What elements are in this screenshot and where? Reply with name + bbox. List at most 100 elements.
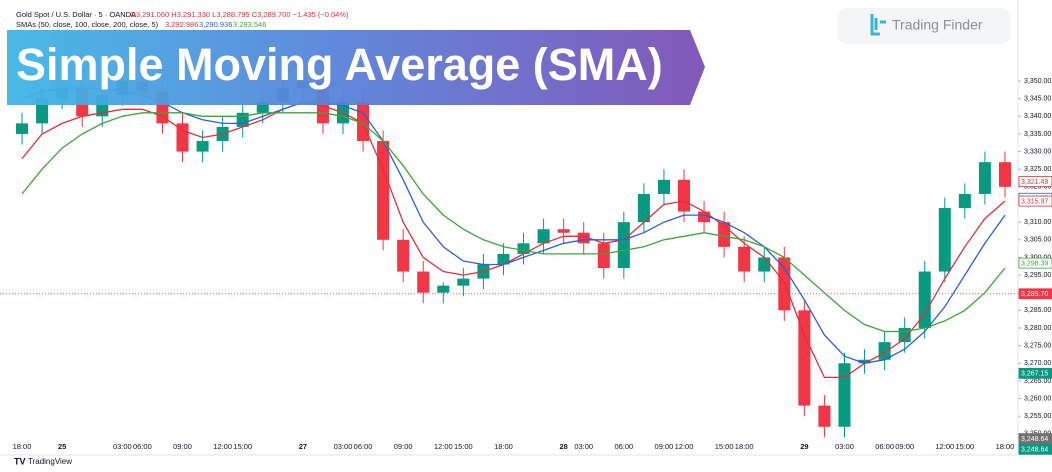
candle-body bbox=[818, 405, 831, 427]
y-tick-label: 3,285.00 bbox=[1024, 307, 1051, 314]
candle-body bbox=[377, 141, 390, 240]
price-tag bbox=[1018, 176, 1052, 188]
price-tag-label: 3,315.97 bbox=[1021, 198, 1048, 205]
symbol: Gold Spot / U.S. Dollar · 5 · OANDA bbox=[16, 10, 136, 19]
candle-body bbox=[838, 363, 851, 427]
y-tick-label: 3,350.00 bbox=[1024, 78, 1051, 85]
candle-body bbox=[497, 253, 510, 265]
x-tick-label: 03:00 bbox=[334, 442, 353, 451]
y-tick-label: 3,340.00 bbox=[1024, 113, 1051, 120]
x-tick-label: 09:00 bbox=[655, 442, 674, 451]
y-tick-label: 3,330.00 bbox=[1024, 148, 1051, 155]
candle-body bbox=[858, 359, 871, 364]
price-tag-label: 3,289.70 bbox=[1021, 291, 1048, 298]
x-tick-label: 18:00 bbox=[13, 442, 32, 451]
sma-line bbox=[21, 101, 1006, 379]
y-tick-label: 3,260.00 bbox=[1024, 395, 1051, 402]
candle-body bbox=[457, 278, 470, 286]
logo-box bbox=[838, 8, 1010, 44]
price-tag bbox=[1018, 257, 1052, 269]
y-tick-label: 3,265.00 bbox=[1024, 378, 1051, 385]
price-tag bbox=[1018, 288, 1052, 300]
y-tick-label: 3,305.00 bbox=[1024, 237, 1051, 244]
candle-body bbox=[738, 246, 751, 272]
x-tick-label: 12:00 bbox=[935, 442, 954, 451]
y-tick-label: 3,255.00 bbox=[1024, 413, 1051, 420]
candle-body bbox=[537, 229, 550, 244]
x-tick-label: 27 bbox=[299, 442, 307, 451]
candle-body bbox=[978, 162, 991, 194]
x-tick-label: 06:00 bbox=[354, 442, 373, 451]
x-tick-label: 06:00 bbox=[133, 442, 152, 451]
candle-body bbox=[878, 342, 891, 360]
ohlc: O3,291.060 H3,291.330 L3,288.795 C3,289.… bbox=[130, 10, 349, 19]
x-tick-label: 15:00 bbox=[454, 442, 473, 451]
y-tick-label: 3,310.00 bbox=[1024, 219, 1051, 226]
x-tick-label: 09:00 bbox=[895, 442, 914, 451]
x-tick-label: 18:00 bbox=[494, 442, 513, 451]
price-tag-label: 3,321.49 bbox=[1021, 179, 1048, 186]
x-tick-label: 03:00 bbox=[835, 442, 854, 451]
candle-body bbox=[557, 229, 570, 233]
candle-body bbox=[417, 271, 430, 293]
logo-text: Trading Finder bbox=[892, 17, 983, 33]
candle-body bbox=[798, 310, 811, 406]
y-tick-label: 3,270.00 bbox=[1024, 360, 1051, 367]
candle-body bbox=[577, 232, 590, 244]
footer: TradingView bbox=[28, 457, 72, 466]
price-tag bbox=[1018, 433, 1052, 445]
x-tick-label: 06:00 bbox=[875, 442, 894, 451]
candle-body bbox=[16, 123, 29, 134]
price-tag-label: 3,248.64 bbox=[1021, 436, 1048, 443]
candle-body bbox=[176, 123, 189, 152]
price-tag-label: 3,267.15 bbox=[1021, 371, 1048, 378]
y-tick-label: 3,320.00 bbox=[1024, 184, 1051, 191]
x-tick-label: 09:00 bbox=[394, 442, 413, 451]
y-tick-label: 3,280.00 bbox=[1024, 325, 1051, 332]
price-tag-label: 3,298.39 bbox=[1021, 260, 1048, 267]
x-tick-label: 15:00 bbox=[233, 442, 252, 451]
candle-body bbox=[918, 271, 931, 328]
candle-body bbox=[517, 243, 530, 254]
y-tick-label: 3,275.00 bbox=[1024, 342, 1051, 349]
x-tick-label: 09:00 bbox=[173, 442, 192, 451]
banner bbox=[7, 30, 705, 105]
candle-body bbox=[698, 211, 711, 223]
x-tick-label: 12:00 bbox=[675, 442, 694, 451]
x-tick-label: 18:00 bbox=[996, 442, 1015, 451]
candle-body bbox=[958, 193, 971, 209]
candle-body bbox=[196, 141, 209, 152]
x-tick-label: 03:00 bbox=[113, 442, 132, 451]
price-tag bbox=[1018, 195, 1052, 207]
x-tick-label: 03:00 bbox=[574, 442, 593, 451]
candle-body bbox=[938, 208, 951, 272]
sma-value: 3,292.986 bbox=[165, 20, 198, 29]
price-tag-label: 3,248.64 bbox=[1021, 447, 1048, 454]
candle-body bbox=[637, 193, 650, 223]
sma-values: 3,292.986 3,290.936 3,293.546 bbox=[165, 20, 266, 29]
x-tick-label: 06:00 bbox=[614, 442, 633, 451]
y-tick-label: 3,335.00 bbox=[1024, 131, 1051, 138]
sma-line bbox=[21, 112, 1006, 333]
x-tick-label: 12:00 bbox=[213, 442, 232, 451]
candle-body bbox=[397, 239, 410, 272]
x-tick-label: 18:00 bbox=[735, 442, 754, 451]
candle-body bbox=[998, 162, 1011, 187]
y-tick-label: 3,295.00 bbox=[1024, 272, 1051, 279]
banner-title: Simple Moving Average (SMA) bbox=[16, 39, 663, 90]
candle-body bbox=[758, 257, 771, 272]
candle-body bbox=[597, 243, 610, 269]
x-tick-label: 15:00 bbox=[715, 442, 734, 451]
sma-value: 3,290.936 bbox=[199, 20, 232, 29]
indicator: SMAs (50, close, 100, close, 200, close,… bbox=[16, 20, 159, 29]
price-tag bbox=[1018, 443, 1052, 455]
x-tick-label: 12:00 bbox=[434, 442, 453, 451]
x-tick-label: 29 bbox=[800, 442, 808, 451]
candle-body bbox=[617, 222, 630, 269]
price-tag bbox=[1018, 367, 1052, 379]
y-tick-label: 3,325.00 bbox=[1024, 166, 1051, 173]
candle-body bbox=[437, 285, 450, 293]
logo-icon bbox=[870, 14, 886, 36]
candle-body bbox=[657, 179, 670, 194]
